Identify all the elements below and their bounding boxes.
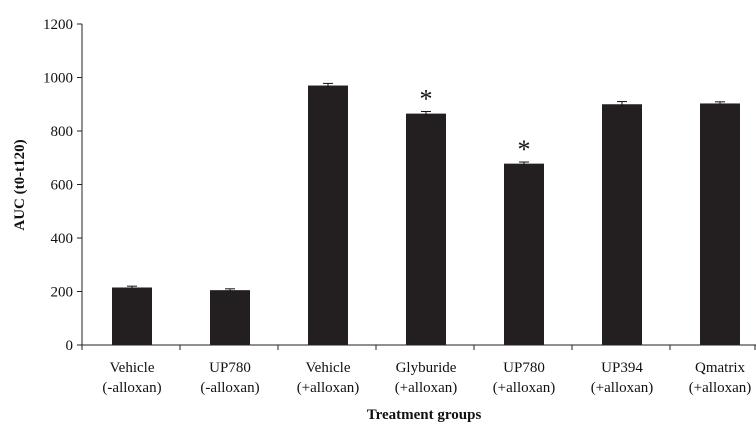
bar [308, 85, 348, 346]
x-tick-label: Vehicle (-alloxan) [102, 360, 161, 396]
y-tick-label: 1000 [43, 71, 73, 87]
y-tick-label: 400 [51, 231, 74, 247]
x-tick-label: Glyburide (+alloxan) [395, 360, 458, 396]
x-axis [81, 344, 756, 350]
x-axis-title: Treatment groups [367, 407, 482, 423]
bar [602, 104, 642, 345]
bar [210, 290, 250, 345]
x-tick-label: Qmatrix (+alloxan) [689, 360, 752, 396]
y-tick-label: 1200 [43, 17, 73, 33]
y-axis: 0 200 400 600 800 1000 1200 [43, 17, 83, 354]
bar-series: ** [112, 82, 740, 346]
x-tick-label: UP780 (-alloxan) [200, 360, 259, 396]
bar [504, 163, 544, 345]
bar [406, 113, 446, 345]
bar [700, 103, 740, 345]
x-tick-label: UP394 (+alloxan) [591, 360, 654, 396]
y-tick-label: 600 [51, 178, 74, 194]
y-tick-label: 800 [51, 124, 74, 140]
y-tick-label: 200 [51, 285, 74, 301]
x-tick-label: Vehicle (+alloxan) [297, 360, 360, 396]
bar [112, 287, 152, 345]
category-labels: Vehicle (-alloxan) UP780 (-alloxan) Vehicle(… [102, 360, 751, 396]
significance-marker: * [518, 135, 531, 164]
y-tick-label: 0 [66, 338, 74, 354]
x-tick-label: UP780 (+alloxan) [493, 360, 556, 396]
significance-marker: * [420, 84, 433, 113]
y-axis-title: AUC (t0-t120) [12, 139, 28, 230]
